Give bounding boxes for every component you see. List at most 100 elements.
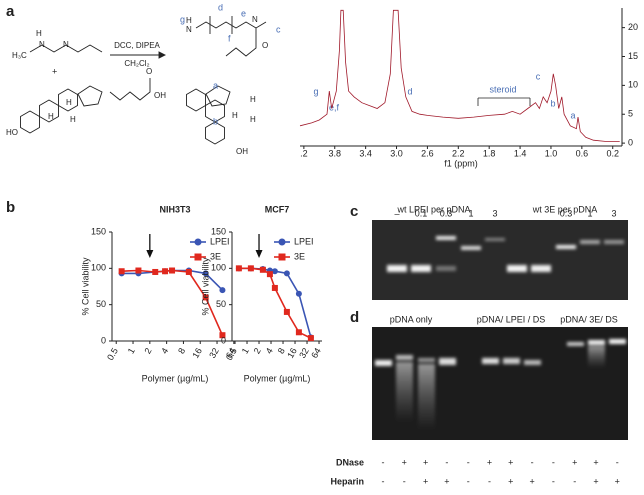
band	[531, 265, 551, 272]
data-point	[169, 267, 176, 274]
band	[524, 360, 541, 365]
y-tick-label: 100	[91, 263, 106, 273]
data-point	[118, 268, 125, 275]
peak-label: b	[550, 98, 555, 108]
x-tick-label: 0.5	[105, 346, 120, 362]
x-tick-label: 0.2	[606, 148, 619, 158]
series-line	[238, 267, 312, 339]
smear	[588, 346, 605, 368]
gel-bands	[375, 339, 626, 430]
x-tick-label: 2	[142, 346, 153, 355]
data-point	[307, 335, 314, 342]
treatment-sign: -	[445, 457, 448, 467]
atom-label: OH	[154, 91, 166, 100]
x-tick-label: 3.4	[359, 148, 372, 158]
peak-label: a	[570, 110, 575, 120]
x-tick-label: 1.4	[514, 148, 527, 158]
proton-label: d	[218, 2, 223, 12]
lane-label: 0.1	[415, 208, 428, 218]
lane-label: –	[394, 208, 399, 218]
band	[439, 358, 456, 365]
ring	[186, 88, 206, 112]
treatment-sign: +	[402, 457, 407, 467]
atom-label: H₃C	[12, 51, 27, 60]
data-point	[162, 268, 169, 275]
smear	[396, 362, 413, 422]
data-point	[283, 308, 290, 315]
ring	[20, 110, 40, 134]
x-tick-label: 3.0	[390, 148, 403, 158]
y-tick-label: 0	[628, 137, 633, 147]
arrowhead	[158, 51, 167, 59]
ring	[205, 85, 231, 107]
atom-label: OH	[236, 147, 248, 156]
gel-header: wt 3E per pDNA	[532, 204, 598, 214]
x-tick-label: 1	[240, 346, 251, 355]
band	[418, 358, 435, 362]
treatment-sign: +	[572, 457, 577, 467]
treatment-sign: +	[615, 476, 620, 486]
x-axis-label: Polymer (µg/mL)	[244, 373, 311, 383]
gel-header: wt LPEI per pDNA	[396, 204, 470, 214]
panel-label: d	[350, 309, 359, 326]
atom-label: HO	[6, 128, 18, 137]
y-tick-label: 150	[211, 226, 226, 236]
data-point	[202, 294, 209, 301]
treatment-sign: -	[382, 476, 385, 486]
chart-title: NIH3T3	[159, 204, 190, 214]
band	[588, 340, 605, 345]
gel	[372, 220, 628, 300]
lane-label: 1	[587, 208, 592, 218]
y-axis-label: % Cell viability	[80, 257, 90, 316]
ring	[77, 85, 103, 107]
ring	[58, 88, 78, 112]
atom-label: H	[66, 98, 72, 107]
row-label: DNase	[336, 457, 364, 467]
treatment-sign: -	[616, 457, 619, 467]
x-tick-label: 1.0	[545, 148, 558, 158]
arrowhead	[255, 250, 263, 258]
atom-label: H	[232, 111, 238, 120]
proton-label: c	[276, 24, 281, 34]
y-tick-label: 10	[628, 80, 638, 90]
reagents: DCC, DIPEA	[114, 41, 160, 50]
proton-label: g	[180, 14, 185, 24]
treatment-sign: +	[593, 476, 598, 486]
chart-title: MCF7	[265, 204, 290, 214]
treatment-sign: +	[593, 457, 598, 467]
atom-label: N	[63, 40, 69, 49]
legend-marker	[194, 238, 202, 246]
atom-label: N	[252, 15, 258, 24]
x-tick-label: 4	[264, 346, 275, 355]
atom-label: H	[70, 115, 76, 124]
y-tick-label: 150	[91, 226, 106, 236]
arrowhead	[146, 250, 154, 258]
gel-bands	[387, 236, 624, 272]
data-point	[219, 332, 226, 339]
peak-label: steroid	[489, 84, 516, 94]
x-tick-label: 1	[126, 346, 137, 355]
treatment-sign: -	[552, 476, 555, 486]
x-tick-label: 2.6	[421, 148, 434, 158]
bond	[29, 44, 103, 53]
row-label: Heparin	[330, 476, 364, 486]
treatment-sign: +	[487, 457, 492, 467]
group-label: pDNA/ LPEI / DS	[477, 314, 546, 324]
x-tick-label: 32	[297, 346, 311, 360]
peak-label: d	[407, 86, 412, 96]
x-tick-label: 64	[224, 346, 238, 360]
data-point	[235, 265, 242, 272]
x-axis-label: f1 (ppm)	[444, 158, 478, 168]
band	[604, 240, 624, 244]
data-point	[185, 268, 192, 275]
atom-label: H	[36, 29, 42, 38]
x-tick-label: 2	[252, 346, 263, 355]
band	[609, 339, 626, 344]
band	[396, 355, 413, 360]
x-tick-label: 1.8	[483, 148, 496, 158]
group-label: pDNA only	[390, 314, 433, 324]
series-line	[238, 267, 312, 338]
band	[482, 358, 499, 364]
x-tick-label: 16	[190, 346, 204, 360]
